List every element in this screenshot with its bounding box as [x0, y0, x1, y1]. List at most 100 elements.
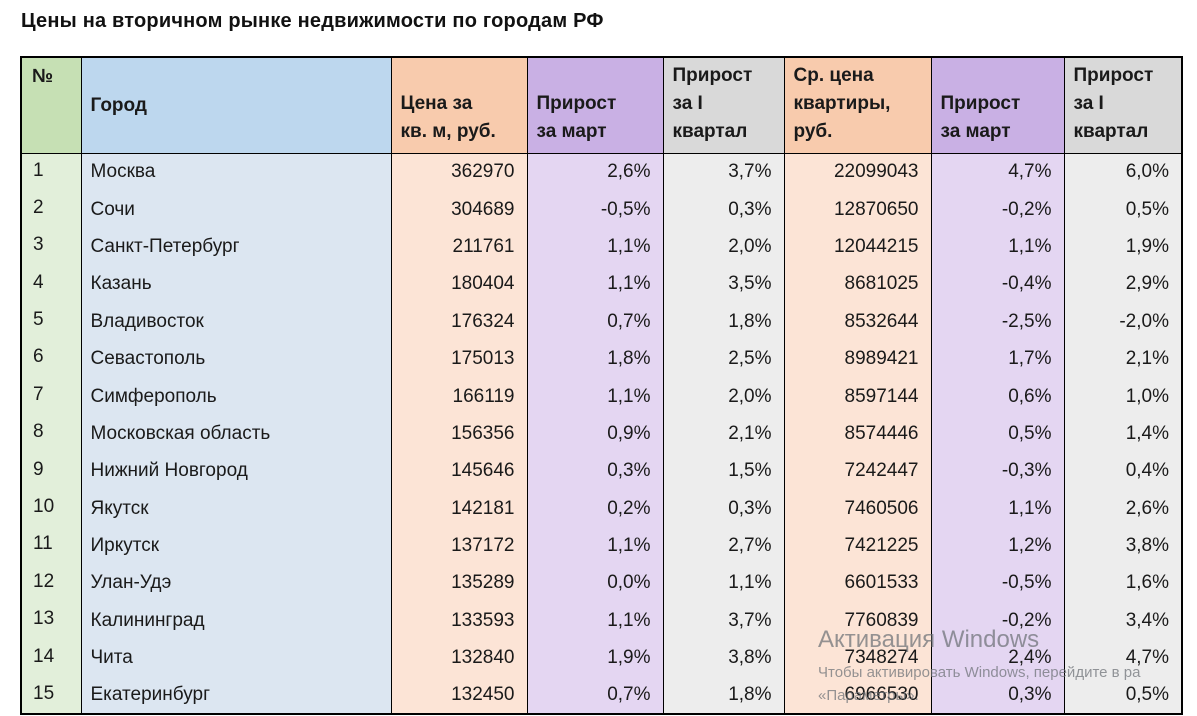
growth-q1-apartment-cell: 1,9%: [1063, 228, 1183, 266]
growth-q1-apartment-cell: 4,7%: [1063, 639, 1183, 677]
avg-apartment-price-cell: 6966530: [783, 676, 932, 715]
table-row: 4 Казань 180404 1,1% 3,5% 8681025 -0,4% 2,9%: [20, 265, 1183, 304]
row-number-cell: 4: [20, 265, 82, 304]
price-per-sqm-cell: 166119: [390, 377, 528, 416]
growth-march-apartment-cell: 1,1%: [930, 228, 1065, 266]
price-per-sqm-cell: 175013: [390, 340, 528, 378]
price-per-sqm-cell: 362970: [390, 153, 528, 191]
growth-q1-sqm-cell: 2,1%: [662, 415, 785, 453]
price-per-sqm-cell: 304689: [390, 190, 528, 229]
growth-q1-apartment-cell: 2,1%: [1063, 340, 1183, 378]
city-cell: Улан-Удэ: [80, 564, 392, 603]
row-number-cell: 15: [20, 676, 82, 715]
growth-march-apartment-cell: -0,4%: [930, 265, 1065, 304]
column-header-avg-apartment-price: Ср. цена квартиры, руб.: [783, 57, 932, 154]
table-row: 2 Сочи 304689 -0,5% 0,3% 12870650 -0,2% 0,5%: [20, 190, 1183, 229]
growth-q1-sqm-cell: 3,8%: [662, 639, 785, 677]
table-row: 14 Чита 132840 1,9% 3,8% 7348274 2,4% 4,7%: [20, 639, 1183, 677]
column-header-growth-q1-sqm: Прирост за I квартал: [662, 57, 785, 154]
table-row: 6 Севастополь 175013 1,8% 2,5% 8989421 1,7% 2,1…: [20, 340, 1183, 378]
growth-march-apartment-cell: -0,2%: [930, 602, 1065, 640]
table-row: 13 Калининград 133593 1,1% 3,7% 7760839 -0,2% 3…: [20, 602, 1183, 640]
growth-march-sqm-cell: 0,7%: [526, 676, 664, 715]
growth-q1-sqm-cell: 0,3%: [662, 190, 785, 229]
city-cell: Иркутск: [80, 527, 392, 565]
growth-q1-apartment-cell: 2,6%: [1063, 490, 1183, 528]
growth-q1-sqm-cell: 1,1%: [662, 564, 785, 603]
row-number-cell: 3: [20, 228, 82, 266]
avg-apartment-price-cell: 7348274: [783, 639, 932, 677]
avg-apartment-price-cell: 6601533: [783, 564, 932, 603]
avg-apartment-price-cell: 12870650: [783, 190, 932, 229]
table-row: 10 Якутск 142181 0,2% 0,3% 7460506 1,1% 2,6%: [20, 490, 1183, 528]
growth-q1-apartment-cell: 1,4%: [1063, 415, 1183, 453]
growth-march-apartment-cell: 1,2%: [930, 527, 1065, 565]
growth-q1-apartment-cell: -2,0%: [1063, 303, 1183, 341]
growth-march-sqm-cell: -0,5%: [526, 190, 664, 229]
growth-march-sqm-cell: 0,9%: [526, 415, 664, 453]
table-body: 1 Москва 362970 2,6% 3,7% 22099043 4,7% 6,0% 2 Со…: [20, 153, 1183, 715]
column-header-number: №: [20, 57, 82, 154]
city-cell: Владивосток: [80, 303, 392, 341]
city-cell: Казань: [80, 265, 392, 304]
growth-march-apartment-cell: -2,5%: [930, 303, 1065, 341]
growth-q1-apartment-cell: 3,4%: [1063, 602, 1183, 640]
growth-q1-sqm-cell: 2,7%: [662, 527, 785, 565]
growth-march-sqm-cell: 1,1%: [526, 265, 664, 304]
growth-q1-sqm-cell: 2,0%: [662, 228, 785, 266]
city-cell: Калининград: [80, 602, 392, 640]
avg-apartment-price-cell: 8574446: [783, 415, 932, 453]
growth-q1-sqm-cell: 3,7%: [662, 153, 785, 191]
avg-apartment-price-cell: 8989421: [783, 340, 932, 378]
growth-march-apartment-cell: 2,4%: [930, 639, 1065, 677]
price-per-sqm-cell: 132450: [390, 676, 528, 715]
row-number-cell: 11: [20, 527, 82, 565]
growth-q1-sqm-cell: 2,0%: [662, 377, 785, 416]
column-header-growth-march-apartment: Прирост за март: [930, 57, 1065, 154]
growth-q1-apartment-cell: 1,6%: [1063, 564, 1183, 603]
row-number-cell: 13: [20, 602, 82, 640]
growth-q1-apartment-cell: 0,5%: [1063, 190, 1183, 229]
growth-march-apartment-cell: 0,5%: [930, 415, 1065, 453]
growth-march-sqm-cell: 0,0%: [526, 564, 664, 603]
column-header-city: Город: [80, 57, 392, 154]
growth-march-sqm-cell: 0,2%: [526, 490, 664, 528]
growth-march-apartment-cell: 0,6%: [930, 377, 1065, 416]
price-per-sqm-cell: 180404: [390, 265, 528, 304]
growth-march-sqm-cell: 0,7%: [526, 303, 664, 341]
avg-apartment-price-cell: 22099043: [783, 153, 932, 191]
row-number-cell: 2: [20, 190, 82, 229]
growth-march-sqm-cell: 1,1%: [526, 602, 664, 640]
growth-march-apartment-cell: -0,5%: [930, 564, 1065, 603]
avg-apartment-price-cell: 7421225: [783, 527, 932, 565]
city-cell: Севастополь: [80, 340, 392, 378]
table-row: 3 Санкт-Петербург 211761 1,1% 2,0% 12044215 1,…: [20, 228, 1183, 266]
growth-march-sqm-cell: 1,9%: [526, 639, 664, 677]
growth-march-sqm-cell: 2,6%: [526, 153, 664, 191]
city-cell: Санкт-Петербург: [80, 228, 392, 266]
row-number-cell: 9: [20, 452, 82, 491]
price-per-sqm-cell: 132840: [390, 639, 528, 677]
avg-apartment-price-cell: 7242447: [783, 452, 932, 491]
page-title: Цены на вторичном рынке недвижимости по …: [21, 10, 604, 32]
growth-march-apartment-cell: 0,3%: [930, 676, 1065, 715]
avg-apartment-price-cell: 8681025: [783, 265, 932, 304]
avg-apartment-price-cell: 8532644: [783, 303, 932, 341]
city-cell: Московская область: [80, 415, 392, 453]
table-row: 8 Московская область 156356 0,9% 2,1% 8574446…: [20, 415, 1183, 453]
city-cell: Чита: [80, 639, 392, 677]
city-cell: Якутск: [80, 490, 392, 528]
growth-q1-apartment-cell: 6,0%: [1063, 153, 1183, 191]
row-number-cell: 12: [20, 564, 82, 603]
table-row: 1 Москва 362970 2,6% 3,7% 22099043 4,7% 6,0%: [20, 153, 1183, 191]
growth-march-apartment-cell: 1,7%: [930, 340, 1065, 378]
row-number-cell: 6: [20, 340, 82, 378]
city-cell: Симферополь: [80, 377, 392, 416]
column-header-price-per-sqm: Цена за кв. м, руб.: [390, 57, 528, 154]
price-per-sqm-cell: 142181: [390, 490, 528, 528]
row-number-cell: 5: [20, 303, 82, 341]
growth-march-sqm-cell: 1,1%: [526, 228, 664, 266]
growth-q1-sqm-cell: 1,8%: [662, 676, 785, 715]
city-cell: Нижний Новгород: [80, 452, 392, 491]
table-row: 9 Нижний Новгород 145646 0,3% 1,5% 7242447 -0,…: [20, 452, 1183, 491]
